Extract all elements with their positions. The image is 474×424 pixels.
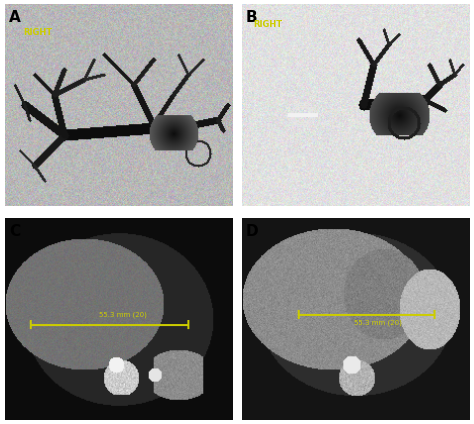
- Text: RIGHT: RIGHT: [23, 28, 52, 37]
- Text: 55.3 mm (20): 55.3 mm (20): [354, 320, 402, 326]
- Text: B: B: [246, 10, 258, 25]
- Text: A: A: [9, 10, 21, 25]
- Text: RIGHT: RIGHT: [253, 20, 282, 29]
- Text: 55.3 mm (20): 55.3 mm (20): [99, 312, 147, 318]
- Text: C: C: [9, 224, 20, 239]
- Text: D: D: [246, 224, 259, 239]
